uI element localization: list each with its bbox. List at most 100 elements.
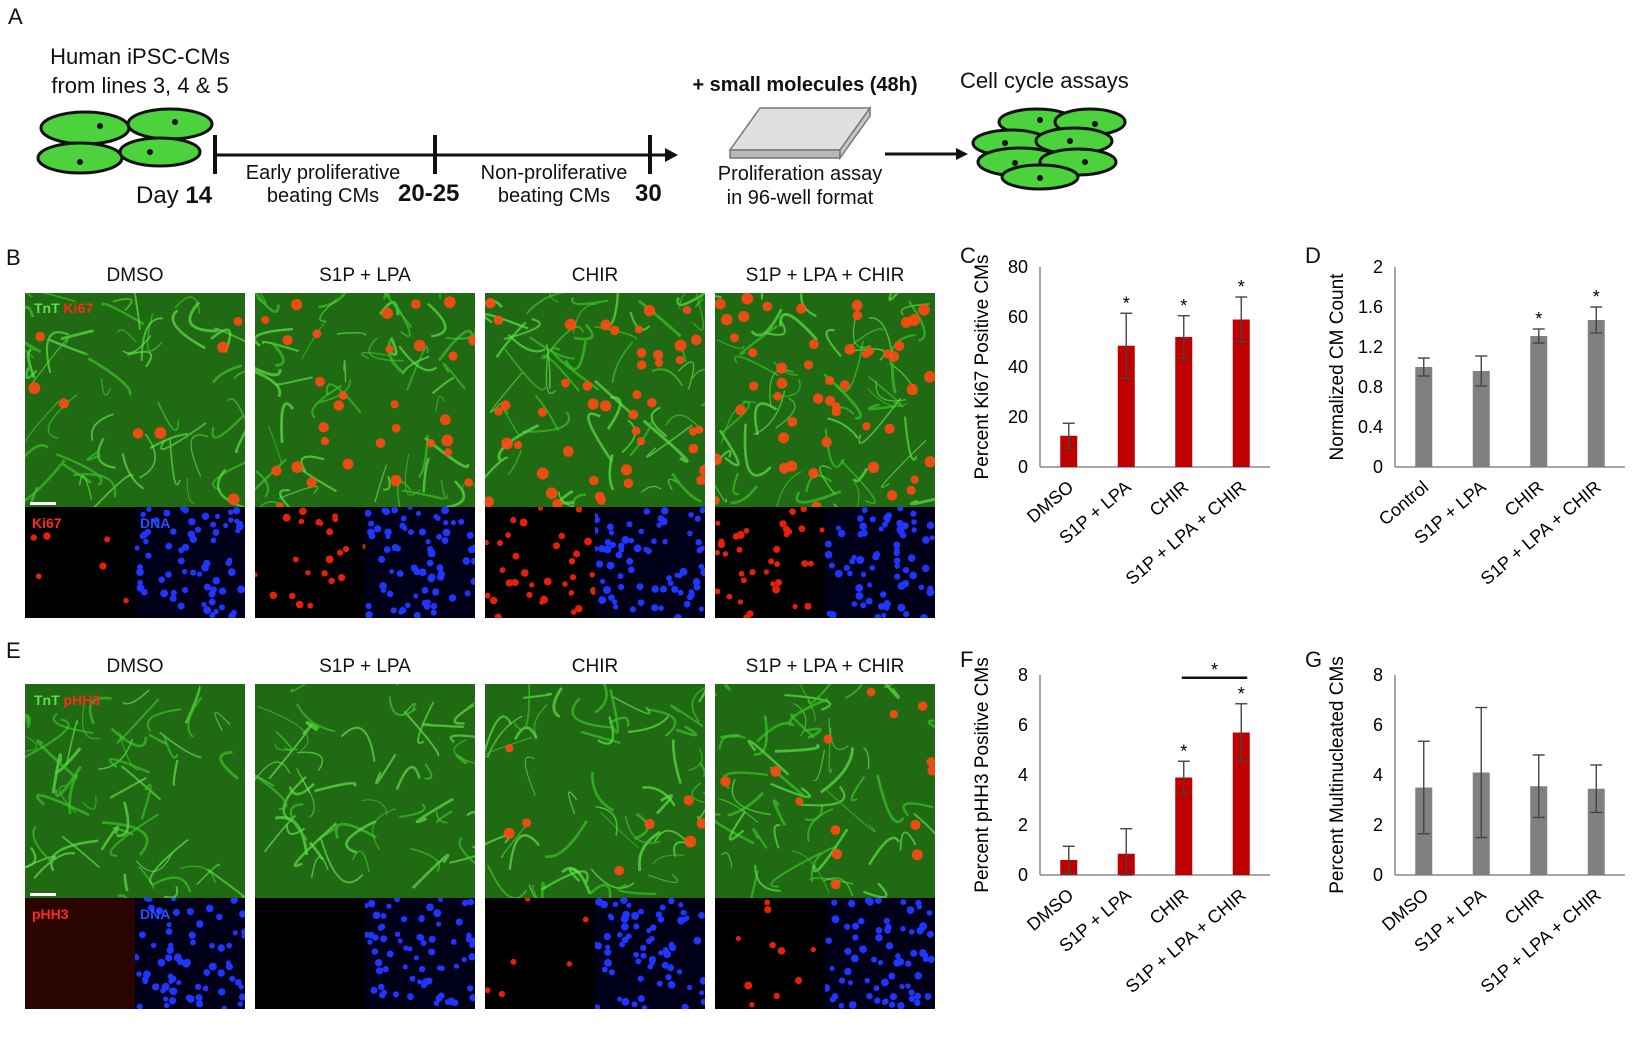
- x-tick-label: DMSO: [1023, 885, 1077, 935]
- bar: [1175, 337, 1193, 467]
- micrograph-red-channel: [25, 507, 135, 618]
- error-bar: [1590, 764, 1603, 814]
- y-tick-label: 0: [1373, 457, 1383, 477]
- y-tick-label: 0: [1018, 457, 1028, 477]
- scale-bar-e: [30, 893, 56, 896]
- bar: [1472, 371, 1490, 467]
- significance-star: *: [1593, 287, 1600, 307]
- panel-e-sub-blue-label: DNA: [140, 906, 171, 922]
- bracket-star: *: [1211, 660, 1218, 680]
- x-tick-label: CHIR: [1501, 885, 1548, 929]
- panel-e-title-1: DMSO: [106, 656, 164, 677]
- significance-star: *: [1238, 684, 1245, 704]
- bar: [1530, 336, 1548, 467]
- micrograph-e-s1p-lpa: [255, 684, 475, 1009]
- plate-icon: [728, 105, 872, 161]
- chart-c: Percent Ki67 Positive CMs 020406080DMSO*S…: [972, 255, 1270, 589]
- cells-caption: Human iPSC-CMs from lines 3, 4 & 5: [30, 42, 250, 100]
- significance-star: *: [1238, 277, 1245, 297]
- y-tick-label: 0: [1373, 865, 1383, 885]
- x-tick-label: CHIR: [1146, 477, 1193, 521]
- error-bar: [1062, 845, 1075, 875]
- error-bar: [1235, 703, 1248, 762]
- y-tick-label: 4: [1373, 765, 1383, 785]
- micrograph-e-combo: [715, 684, 935, 1009]
- cell-cycle-label: Cell cycle assays: [960, 68, 1129, 93]
- proliferation-assay-label: Proliferation assay in 96-well format: [717, 163, 883, 209]
- timeline-schematic: [36, 105, 1127, 191]
- error-bar: [1177, 760, 1190, 795]
- error-bar: [1120, 312, 1133, 379]
- y-tick-label: 2: [1373, 257, 1383, 277]
- small-molecules-label: + small molecules (48h): [692, 74, 918, 96]
- bar: [1587, 788, 1605, 875]
- micrograph-dna-channel: [135, 507, 245, 618]
- chart-d: Normalized CM Count00.40.81.21.62Control…: [1327, 257, 1625, 589]
- panel-b-title-1: DMSO: [106, 265, 164, 286]
- day-30-label: 30: [635, 180, 662, 207]
- micrograph-dna-channel: [825, 898, 935, 1009]
- y-tick-label: 6: [1373, 715, 1383, 735]
- error-bar: [1475, 355, 1488, 387]
- error-bar: [1177, 315, 1190, 359]
- micrograph-b-s1p-lpa: [255, 293, 475, 618]
- micrograph-red-channel: [255, 898, 365, 1009]
- x-tick-label: DMSO: [1378, 885, 1432, 935]
- micrograph-dna-channel: [365, 898, 475, 1009]
- error-bar: [1532, 754, 1545, 819]
- significance-star: *: [1535, 309, 1542, 329]
- panel-e-stain-label: TnT pHH3: [34, 692, 101, 708]
- panel-b-letter: B: [6, 245, 21, 270]
- panel-e-title-3: CHIR: [571, 656, 619, 677]
- panel-e-letter: E: [6, 638, 21, 663]
- cell-group-left: [36, 107, 214, 175]
- panel-b-title-4: S1P + LPA + CHIR: [745, 265, 905, 286]
- y-tick-label: 8: [1018, 665, 1028, 685]
- micrograph-fluorescence: [485, 684, 705, 898]
- panel-d-letter: D: [1305, 243, 1321, 268]
- bar: [1415, 367, 1433, 467]
- panel-b-title-3: CHIR: [571, 265, 619, 286]
- micrograph-red-channel: [715, 898, 825, 1009]
- y-tick-label: 6: [1018, 715, 1028, 735]
- micrograph-e-dmso: [25, 684, 245, 1009]
- micrograph-fluorescence: [485, 293, 705, 507]
- micrograph-red-channel: [25, 898, 135, 1009]
- error-bar: [1062, 422, 1075, 449]
- panel-b-sub-red-label: Ki67: [32, 515, 62, 531]
- y-axis-label: Normalized CM Count: [1327, 273, 1348, 461]
- phase-nonprolif-label: Non-proliferative beating CMs: [480, 162, 628, 207]
- micrograph-dna-channel: [825, 507, 935, 618]
- y-axis-label: Percent Multinucleated CMs: [1327, 656, 1348, 894]
- micrograph-fluorescence: [255, 684, 475, 898]
- error-bar: [1235, 296, 1248, 343]
- micrograph-fluorescence: [25, 684, 245, 898]
- error-bar: [1120, 828, 1133, 876]
- panel-f-letter: F: [960, 647, 974, 672]
- micrograph-fluorescence: [715, 293, 935, 507]
- y-tick-label: 40: [1008, 357, 1028, 377]
- significance-star: *: [1123, 293, 1130, 313]
- micrograph-red-channel: [255, 507, 365, 618]
- bar: [1175, 777, 1193, 875]
- y-tick-label: 8: [1373, 665, 1383, 685]
- x-tick-label: CHIR: [1146, 885, 1193, 929]
- y-tick-label: 0: [1018, 865, 1028, 885]
- y-tick-label: 4: [1018, 765, 1028, 785]
- y-tick-label: 0.8: [1358, 377, 1383, 397]
- x-tick-label: CHIR: [1501, 477, 1548, 521]
- panel-c-letter: C: [960, 243, 976, 268]
- error-bar: [1532, 328, 1545, 344]
- y-axis-label: Percent Ki67 Positive CMs: [972, 255, 993, 480]
- error-bar: [1417, 740, 1430, 835]
- bar: [1060, 435, 1078, 467]
- significance-star: *: [1180, 741, 1187, 761]
- panel-b-title-2: S1P + LPA: [319, 265, 411, 286]
- y-tick-label: 60: [1008, 307, 1028, 327]
- y-tick-label: 2: [1018, 815, 1028, 835]
- y-axis-label: Percent pHH3 Positive CMs: [972, 657, 993, 892]
- phase-early-label: Early proliferative beating CMs: [245, 162, 401, 207]
- panel-g-letter: G: [1305, 647, 1323, 672]
- significance-star: *: [1180, 296, 1187, 316]
